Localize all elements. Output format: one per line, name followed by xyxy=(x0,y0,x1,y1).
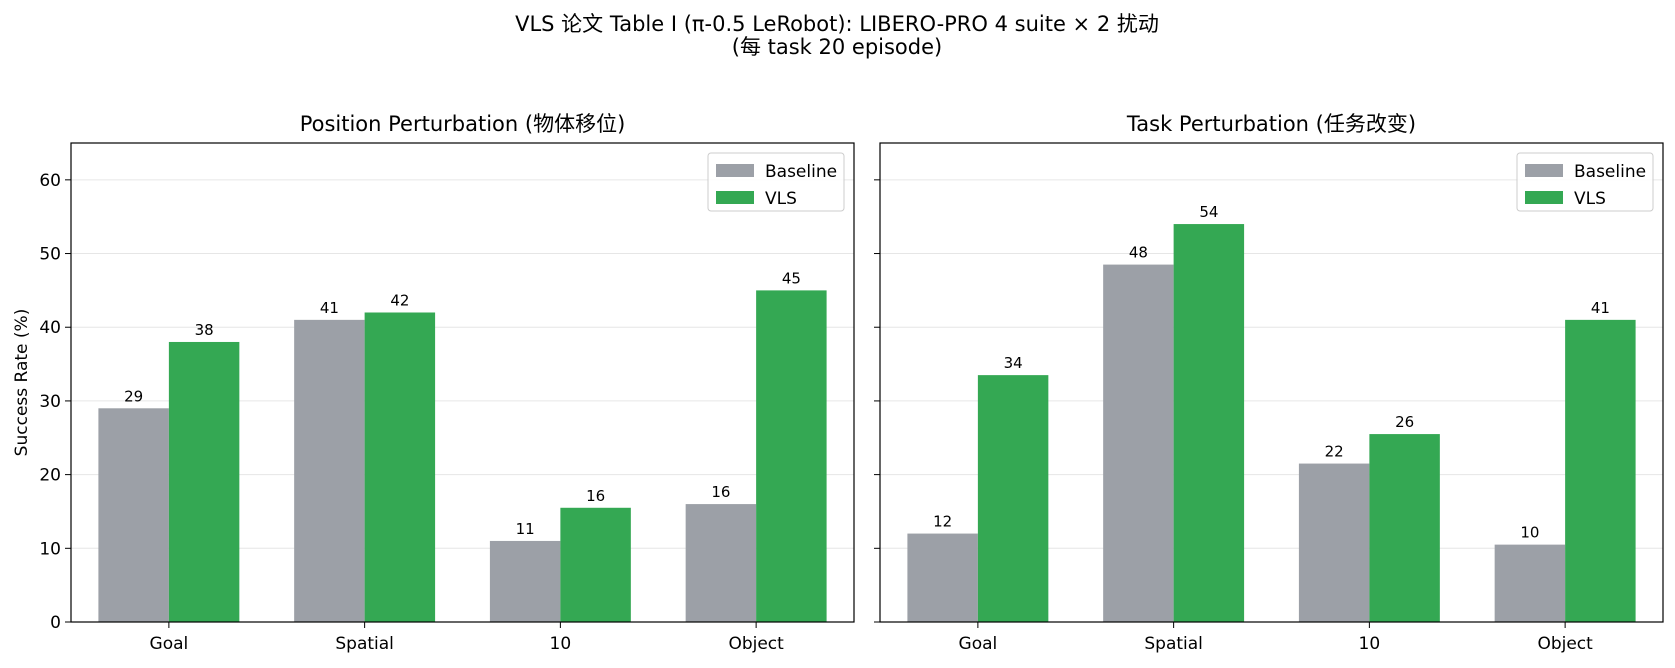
figure-title-line1: VLS 论文 Table I (π-0.5 LeRobot): LIBERO-P… xyxy=(515,12,1159,36)
figure-title-line2: (每 task 20 episode) xyxy=(732,35,942,59)
legend-label-baseline: Baseline xyxy=(1574,162,1646,182)
baseline-value-label: 16 xyxy=(711,483,730,501)
position-perturbation-panel: 0 10 20 30 40 50 60 29 38 Goal 41 42 Spatial 11 16 10 16… xyxy=(12,112,855,654)
x-tick-label: Object xyxy=(728,634,784,654)
plot-frame xyxy=(879,142,1664,623)
vls-value-label: 16 xyxy=(586,487,605,505)
vls-bar-spatial xyxy=(364,312,436,622)
legend: Baseline VLS xyxy=(1516,152,1654,212)
x-tick-label: Goal xyxy=(150,634,189,654)
vls-value-label: 42 xyxy=(390,291,409,309)
vls-bar-object xyxy=(756,290,827,622)
baseline-bar-object xyxy=(685,504,757,622)
y-axis-label: Success Rate (%) xyxy=(12,309,32,457)
vls-bar-10 xyxy=(1369,434,1440,622)
legend: Baseline VLS xyxy=(707,152,845,212)
legend-label-baseline: Baseline xyxy=(765,162,837,182)
y-tick-label: 10 xyxy=(39,539,61,559)
y-tick-label: 0 xyxy=(50,613,61,633)
x-tick-label: 10 xyxy=(1359,634,1381,654)
vls-value-label: 26 xyxy=(1395,413,1414,431)
legend-swatch-baseline xyxy=(1525,164,1563,177)
vls-bar-object xyxy=(1565,319,1636,622)
baseline-bar-10 xyxy=(1298,463,1370,622)
y-tick-label: 20 xyxy=(39,466,61,486)
vls-value-label: 38 xyxy=(195,321,214,339)
x-tick-label: Goal xyxy=(959,634,998,654)
vls-bar-goal xyxy=(977,375,1049,622)
legend-swatch-vls xyxy=(1525,191,1563,204)
y-tick-label: 50 xyxy=(39,245,61,265)
baseline-value-label: 48 xyxy=(1129,244,1148,262)
baseline-value-label: 11 xyxy=(516,520,535,538)
baseline-value-label: 12 xyxy=(933,513,952,531)
vls-bar-goal xyxy=(168,341,240,622)
x-tick-label: Spatial xyxy=(1144,634,1203,654)
y-tick-label: 30 xyxy=(39,392,61,412)
baseline-value-label: 29 xyxy=(124,387,143,405)
y-tick-label: 60 xyxy=(39,171,61,191)
vls-value-label: 34 xyxy=(1004,354,1023,372)
y-tick-label: 40 xyxy=(39,318,61,338)
vls-bar-spatial xyxy=(1173,224,1245,623)
vls-value-label: 45 xyxy=(782,269,801,287)
legend-label-vls: VLS xyxy=(765,189,797,209)
vls-value-label: 54 xyxy=(1199,203,1218,221)
legend-swatch-baseline xyxy=(716,164,754,177)
baseline-bar-goal xyxy=(907,533,978,622)
x-tick-label: Object xyxy=(1537,634,1593,654)
x-tick-label: 10 xyxy=(550,634,572,654)
panel-title: Position Perturbation (物体移位) xyxy=(300,112,626,136)
vls-value-label: 41 xyxy=(1591,299,1610,317)
baseline-value-label: 10 xyxy=(1520,524,1539,542)
baseline-bar-spatial xyxy=(294,319,365,622)
plot-frame xyxy=(70,142,855,623)
panel-title: Task Perturbation (任务改变) xyxy=(1126,112,1416,136)
x-tick-label: Spatial xyxy=(335,634,394,654)
task-perturbation-panel: 12 34 Goal 48 54 Spatial 22 26 10 10 41 Object Task … xyxy=(874,112,1664,654)
vls-bar-10 xyxy=(560,507,631,622)
legend-swatch-vls xyxy=(716,191,754,204)
baseline-bar-spatial xyxy=(1103,264,1174,622)
baseline-bar-10 xyxy=(489,540,561,622)
legend-label-vls: VLS xyxy=(1574,189,1606,209)
baseline-value-label: 41 xyxy=(320,299,339,317)
baseline-value-label: 22 xyxy=(1325,443,1344,461)
baseline-bar-goal xyxy=(98,408,169,622)
baseline-bar-object xyxy=(1494,544,1566,622)
